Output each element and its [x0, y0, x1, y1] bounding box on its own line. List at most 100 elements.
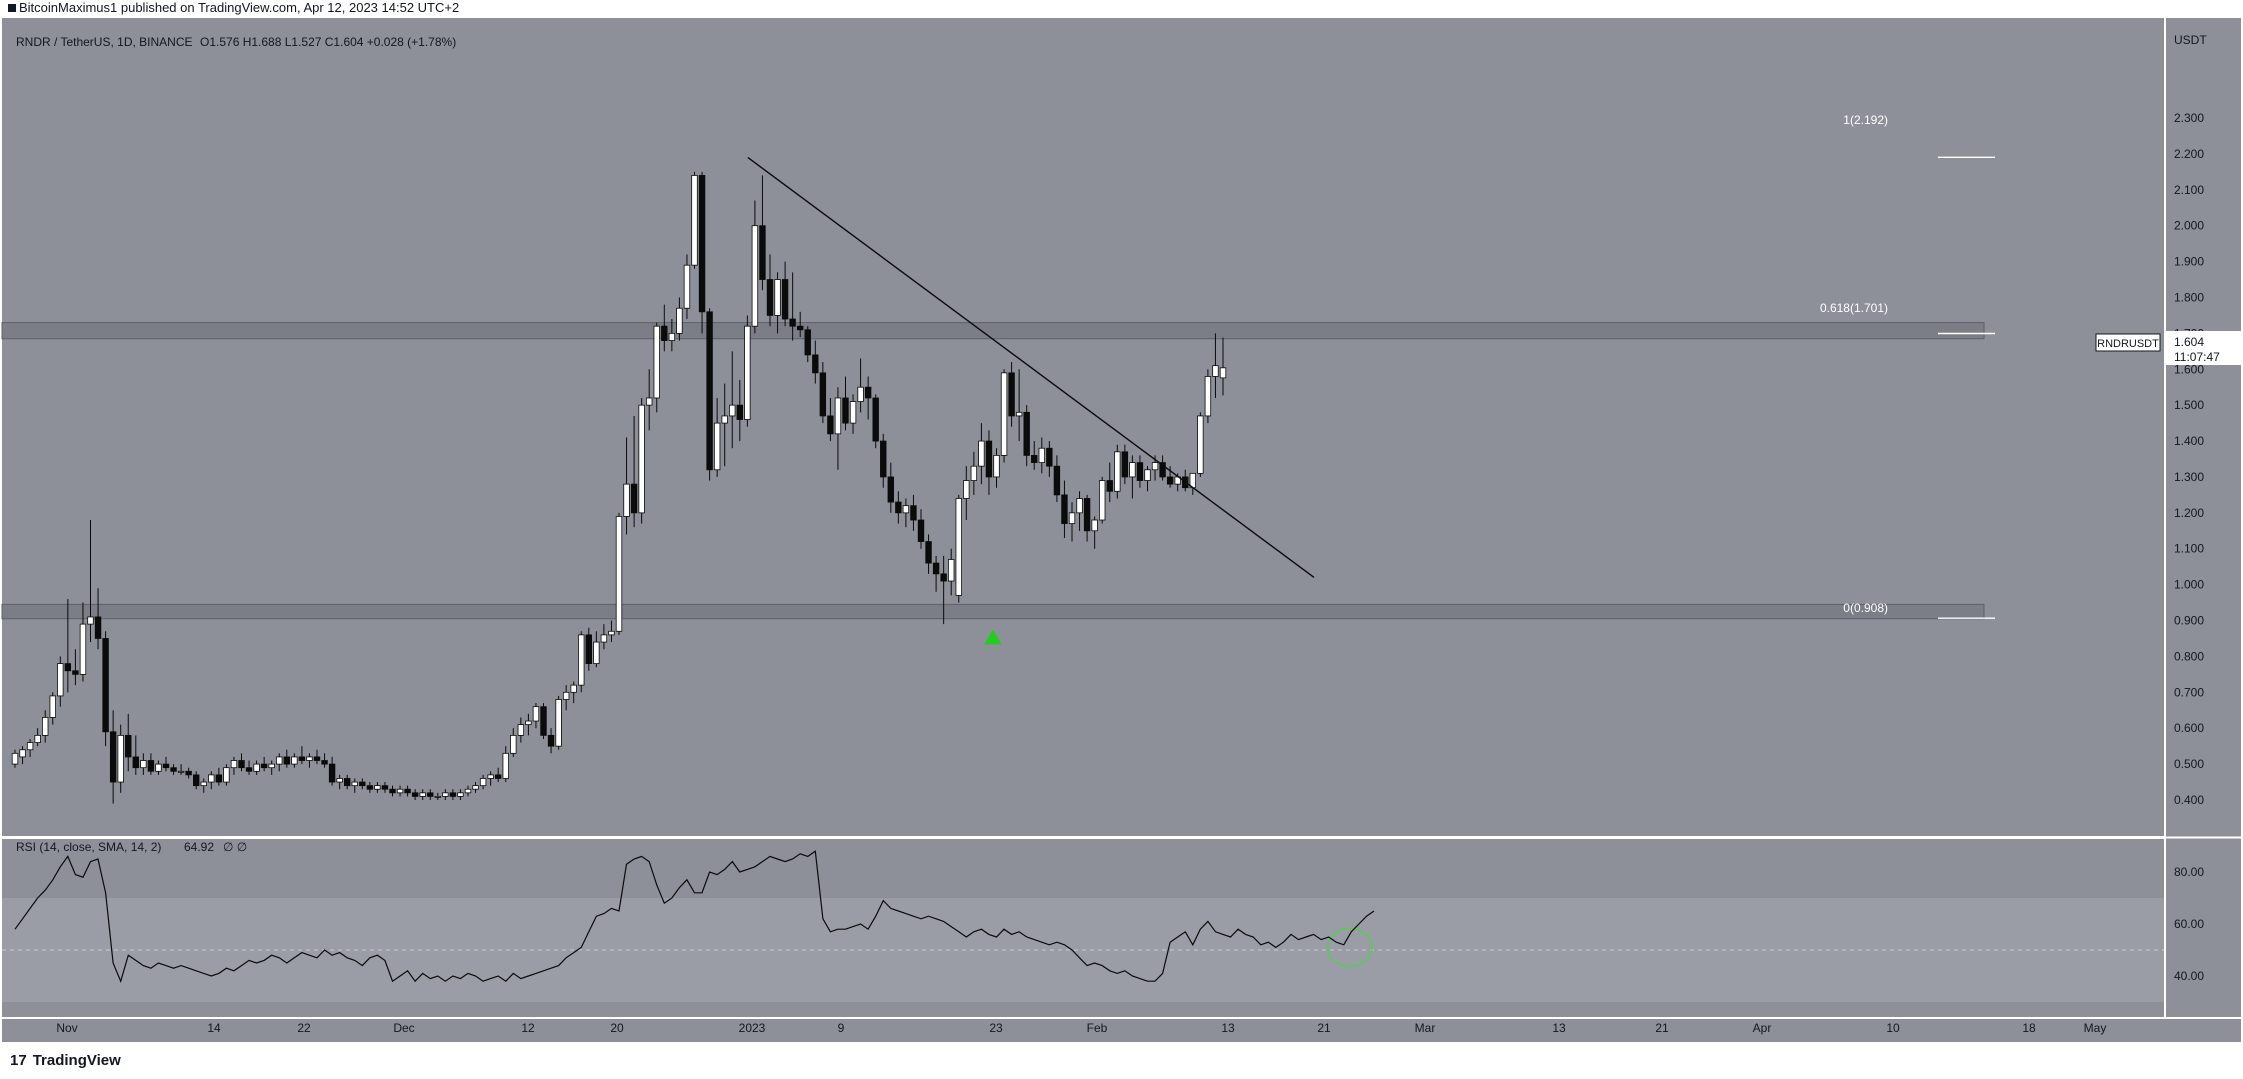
candle-body — [19, 749, 26, 758]
candle-body — [366, 785, 374, 790]
candle-body — [1136, 462, 1144, 481]
footer-brand-text: TradingView — [32, 1052, 121, 1069]
price-tick-label: 1.600 — [2174, 362, 2204, 376]
candle-body — [797, 325, 804, 331]
candle-body — [155, 763, 162, 772]
candle-body — [479, 778, 487, 787]
candle-body — [963, 480, 970, 499]
candle-body — [842, 397, 849, 424]
price-tick-label: 1.300 — [2174, 470, 2204, 484]
candle-body — [427, 792, 434, 797]
price-tick-label: 2.200 — [2174, 147, 2204, 161]
price-tick-label: 1.100 — [2174, 542, 2204, 556]
candle-body — [494, 774, 502, 779]
candle-body — [638, 404, 645, 514]
footer-brand[interactable]: 17 TradingView — [10, 1052, 121, 1069]
candle-body — [72, 670, 79, 675]
time-tick-label: 9 — [838, 1021, 845, 1035]
time-tick-label: Dec — [393, 1021, 414, 1035]
candle-body — [932, 562, 940, 575]
candle-body — [79, 623, 87, 675]
price-tick-label: 2.300 — [2174, 111, 2204, 125]
candle-body — [751, 225, 759, 327]
time-tick-label: Apr — [1753, 1021, 1772, 1035]
price-tick-label: 0.400 — [2174, 793, 2204, 807]
time-tick-label: 20 — [610, 1021, 624, 1035]
candle-body — [827, 415, 834, 435]
candle-body — [359, 781, 366, 787]
candle-body — [834, 397, 842, 435]
candle-body — [1106, 480, 1113, 492]
candle-body — [562, 691, 570, 700]
candle-body — [276, 756, 283, 765]
main-pane[interactable] — [2, 18, 2164, 836]
price-tag-countdown: 11:07:47 — [2174, 350, 2220, 364]
fib-label-1: 1(2.192) — [1843, 113, 1888, 127]
price-tag-box — [2166, 331, 2241, 365]
candle-body — [683, 264, 691, 309]
price-tick-label: 1.000 — [2174, 578, 2204, 592]
candle-body — [736, 404, 743, 420]
price-tag-price: 1.604 — [2174, 335, 2204, 349]
candle-body — [1031, 455, 1038, 463]
candle-body — [306, 756, 313, 761]
rsi-highlight-circle — [1327, 927, 1373, 968]
candle-body — [42, 717, 49, 736]
candle-body — [759, 225, 766, 280]
candle-body — [147, 760, 155, 772]
candle-body — [34, 734, 41, 743]
candle-body — [517, 724, 525, 736]
candle-body — [351, 781, 358, 787]
candle-body — [668, 332, 676, 341]
price-tick-label: 1.500 — [2174, 398, 2204, 412]
candle-body — [872, 397, 879, 442]
price-tick-label: 1.900 — [2174, 255, 2204, 269]
price-tick-label: 0.900 — [2174, 614, 2204, 628]
candle-body — [411, 792, 419, 797]
candle-body — [442, 792, 449, 797]
time-tick-label: 13 — [1221, 1021, 1235, 1035]
candle-body — [1053, 465, 1061, 496]
time-tick-label: 21 — [1317, 1021, 1331, 1035]
price-tick-label: 2.000 — [2174, 219, 2204, 233]
publisher-bar: BitcoinMaximus1 published on TradingView… — [0, 0, 2243, 16]
price-scale-panel[interactable] — [2166, 18, 2241, 1017]
time-tick-label: 12 — [521, 1021, 535, 1035]
candle-body — [510, 734, 517, 754]
candle-body — [1159, 462, 1166, 478]
candle-body — [1023, 411, 1030, 456]
candle-body — [404, 788, 411, 794]
candle-body — [1121, 451, 1129, 478]
candle-body — [381, 785, 389, 790]
publisher-text: BitcoinMaximus1 published on TradingView… — [19, 0, 460, 15]
candle-body — [547, 734, 555, 747]
candle-body — [245, 767, 253, 772]
candle-body — [215, 774, 223, 783]
candle-body — [555, 699, 562, 747]
candle-body — [744, 325, 751, 420]
candle-body — [1151, 462, 1159, 471]
candle-body — [955, 498, 962, 596]
candle-body — [328, 763, 336, 783]
time-scale-panel[interactable] — [2, 1019, 2241, 1042]
rsi-legend: RSI (14, close, SMA, 14, 2) — [16, 840, 161, 854]
candle-body — [117, 734, 124, 783]
price-tick-label: 0.800 — [2174, 649, 2204, 663]
fib-label-0: 0(0.908) — [1843, 601, 1888, 615]
candle-body — [26, 742, 34, 751]
candle-body — [132, 756, 139, 769]
rsi-na-values: ∅ ∅ — [223, 840, 247, 854]
candle-body — [374, 785, 381, 790]
price-tick-label: 0.700 — [2174, 685, 2204, 699]
candle-body — [585, 634, 592, 665]
candle-body — [185, 770, 192, 776]
axis-layer: 2.3002.2002.1002.0001.9001.8001.7001.600… — [56, 111, 2204, 1035]
candle-body — [389, 788, 396, 794]
candle-body — [230, 760, 238, 769]
candle-body — [623, 483, 630, 517]
legend-symbol: RNDR / TetherUS, 1D, BINANCE — [16, 35, 193, 49]
candle-body — [993, 455, 1000, 478]
candle-body — [774, 279, 781, 316]
candle-body — [464, 788, 472, 794]
